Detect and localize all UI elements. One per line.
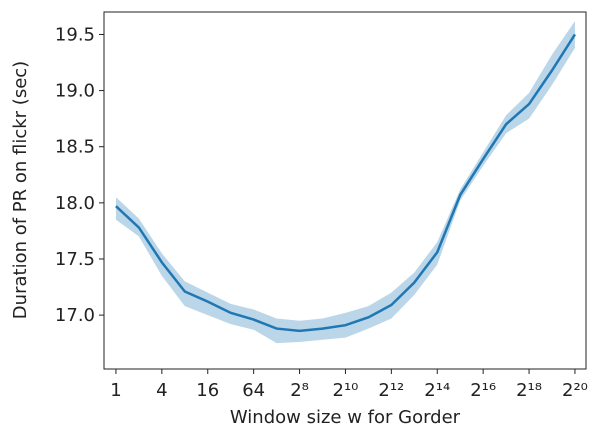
y-tick-label: 18.0 (55, 193, 95, 214)
x-tick-label: 4 (156, 380, 167, 401)
confidence-band (115, 20, 575, 344)
y-tick-label: 17.5 (55, 249, 95, 270)
plot-frame (103, 11, 587, 370)
x-tick-label: 2¹⁶ (470, 380, 496, 401)
x-tick-label: 64 (242, 380, 265, 401)
y-tick-label: 17.0 (55, 305, 95, 326)
x-tick-label: 2¹⁸ (516, 380, 542, 401)
x-tick-label: 2¹⁴ (424, 380, 450, 401)
y-axis-label: Duration of PR on flickr (sec) (10, 61, 31, 319)
y-tick-label: 19.5 (55, 24, 95, 45)
x-tick-label: 16 (196, 380, 219, 401)
y-tick-label: 18.5 (55, 137, 95, 158)
x-tick-label: 2²⁰ (562, 380, 588, 401)
x-tick-label: 2¹² (378, 380, 404, 401)
x-tick-label: 1 (110, 380, 121, 401)
line (115, 33, 577, 333)
x-axis-label: Window size w for Gorder (230, 407, 461, 428)
y-tick-label: 19.0 (55, 81, 95, 102)
x-tick-label: 2⁸ (290, 380, 309, 401)
x-tick-label: 2¹⁰ (333, 380, 359, 401)
